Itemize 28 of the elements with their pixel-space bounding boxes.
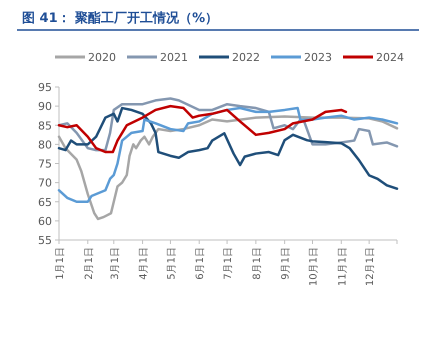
y-tick-label: 60 (38, 214, 52, 228)
legend-label: 2020 (88, 51, 116, 64)
y-tick-label: 70 (38, 176, 52, 190)
y-tick-label: 80 (38, 138, 52, 152)
x-tick-label: 6月1日 (195, 247, 206, 280)
x-tick-label: 2月1日 (84, 247, 95, 280)
x-tick-label: 3月1日 (110, 247, 121, 280)
x-tick-label: 9月1日 (280, 247, 292, 280)
x-tick-label: 12月1日 (365, 247, 376, 286)
chart-title: 图 41： 聚酯工厂开工情况（%） (22, 11, 218, 26)
x-tick-label: 1月1日 (55, 247, 66, 280)
legend-label: 2023 (304, 51, 332, 64)
legend-label: 2024 (376, 51, 404, 64)
x-tick-label: 4月1日 (138, 247, 150, 280)
legend-label: 2022 (232, 51, 260, 64)
y-tick-label: 55 (38, 234, 52, 247)
y-tick-label: 65 (38, 196, 52, 209)
x-tick-label: 10月1日 (308, 247, 320, 286)
line-series (58, 104, 348, 154)
y-tick-label: 95 (38, 81, 52, 94)
y-tick-label: 75 (38, 158, 52, 170)
x-tick-label: 11月1日 (337, 247, 348, 286)
y-tick-label: 85 (38, 119, 52, 132)
x-tick-label: 8月1日 (252, 247, 263, 280)
x-tick-label: 5月1日 (166, 247, 178, 280)
x-tick-label: 7月1日 (223, 247, 234, 280)
y-tick-label: 90 (38, 100, 52, 114)
legend-label: 2021 (160, 51, 188, 64)
